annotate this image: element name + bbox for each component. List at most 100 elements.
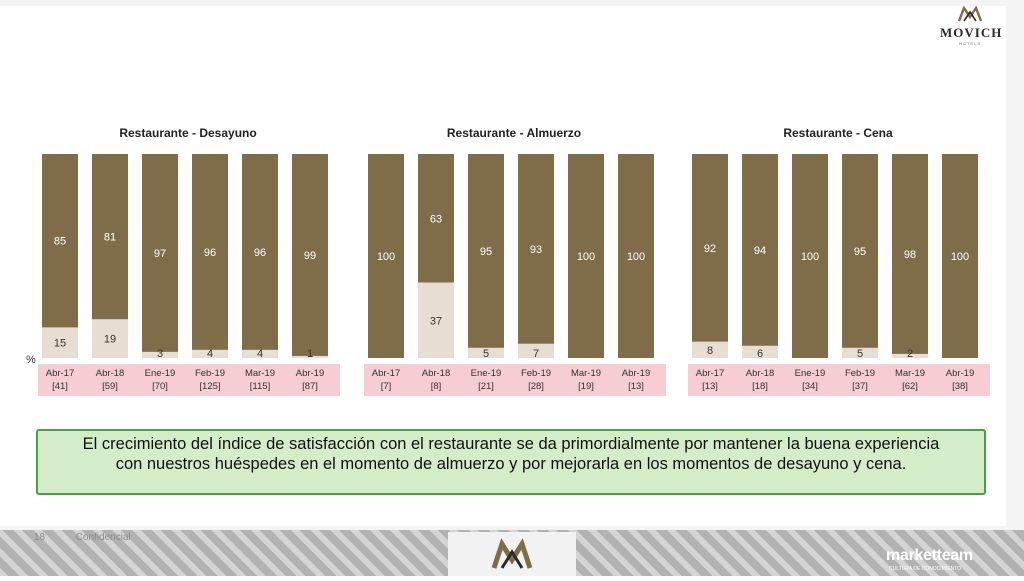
data-label-top: 95	[480, 246, 492, 258]
bar-segment-bottom	[842, 347, 878, 358]
data-label-top: 97	[154, 248, 166, 260]
bar-segment-top	[292, 154, 328, 356]
base-label: [13]	[628, 381, 644, 392]
data-label-top: 85	[54, 236, 66, 248]
chart-title: Restaurante - Cena	[783, 126, 893, 140]
label-band	[38, 364, 340, 396]
data-label-top: 81	[104, 232, 116, 244]
bar-segment-top	[618, 154, 654, 358]
bar-segment-top	[368, 154, 404, 358]
bar-segment-top	[242, 154, 278, 350]
bar-segment-bottom	[292, 355, 328, 358]
data-label-bottom: 7	[533, 348, 539, 360]
data-label-bottom: 6	[757, 348, 763, 360]
data-label-top: 95	[854, 246, 866, 258]
base-label: [8]	[431, 381, 442, 392]
category-label: Mar-19	[245, 368, 275, 379]
chart-desayuno: Restaurante - Desayuno 85 15 Abr-17 [41] 81 1…	[38, 120, 340, 410]
chart-title: Restaurante - Almuerzo	[446, 126, 582, 140]
chart-desayuno-svg: 85 15 Abr-17 [41] 81 19 Abr-18 [59] 97 3 Ene-19 [70…	[38, 154, 340, 396]
footer-logo	[448, 532, 576, 576]
bar-segment-bottom	[192, 349, 228, 358]
bar-segment-bottom	[892, 353, 928, 358]
base-label: [62]	[902, 381, 918, 392]
category-label: Abr-17	[372, 368, 401, 379]
bar-segment-top	[942, 154, 978, 358]
category-label: Abr-19	[622, 368, 651, 379]
category-label: Abr-19	[946, 368, 975, 379]
category-label: Feb-19	[845, 368, 875, 379]
data-label-bottom: 5	[483, 348, 489, 360]
category-label: Feb-19	[195, 368, 225, 379]
page-number: 18	[34, 532, 46, 543]
category-label: Abr-19	[296, 368, 325, 379]
bar-segment-top	[468, 154, 504, 348]
category-label: Ene-19	[471, 368, 502, 379]
data-label-bottom: 37	[430, 315, 442, 327]
category-label: Abr-18	[746, 368, 775, 379]
percent-symbol: %	[26, 354, 36, 366]
data-label-top: 96	[254, 247, 266, 259]
category-label: Ene-19	[795, 368, 826, 379]
bar-segment-bottom	[692, 341, 728, 358]
base-label: [38]	[952, 381, 968, 392]
bar-segment-top	[842, 154, 878, 348]
category-label: Mar-19	[571, 368, 601, 379]
brand-name: MOVICH	[940, 25, 1003, 40]
movich-m-icon	[491, 538, 533, 569]
chart-cena-svg: 92 8 Abr-17 [13] 94 6 Abr-18 [18] 100 Ene-19 [34] 9…	[688, 154, 990, 396]
chart-cena: Restaurante - Cena 92 8 Abr-17 [13] 94 6 Abr-1…	[688, 120, 990, 410]
marketteam-logo: marketteam	[886, 547, 973, 564]
base-label: [41]	[52, 381, 68, 392]
bar-segment-top	[192, 154, 228, 350]
base-label: [37]	[852, 381, 868, 392]
data-label-top: 98	[904, 249, 916, 261]
movich-m-icon	[957, 5, 983, 22]
base-label: [34]	[802, 381, 818, 392]
data-label-bottom: 4	[257, 348, 263, 360]
category-label: Abr-18	[422, 368, 451, 379]
category-label: Mar-19	[895, 368, 925, 379]
data-label-top: 100	[377, 251, 395, 263]
data-label-top: 100	[627, 251, 645, 263]
data-label-top: 94	[754, 245, 766, 257]
category-label: Abr-17	[696, 368, 725, 379]
data-label-bottom: 3	[157, 348, 163, 360]
base-label: [115]	[250, 381, 270, 392]
bar-segment-top	[518, 154, 554, 344]
marketteam-sub: CULTURA DE CONOCIMIENTO	[889, 566, 962, 572]
bar-segment-bottom	[742, 345, 778, 358]
bar-segment-bottom	[418, 282, 454, 358]
data-label-bottom: 8	[707, 345, 713, 357]
base-label: [125]	[199, 381, 220, 392]
base-label: [13]	[702, 381, 718, 392]
base-label: [59]	[102, 381, 118, 392]
chart-title: Restaurante - Desayuno	[119, 126, 257, 140]
data-label-bottom: 19	[104, 334, 116, 346]
label-band	[364, 364, 666, 396]
bar-segment-bottom	[142, 351, 178, 358]
data-label-top: 93	[530, 244, 542, 256]
data-label-bottom: 15	[54, 338, 66, 350]
base-label: [21]	[478, 381, 494, 392]
category-label: Abr-17	[46, 368, 75, 379]
chart-almuerzo: Restaurante - Almuerzo 100 Abr-17 [7] 63 37 A…	[364, 120, 666, 410]
category-label: Feb-19	[521, 368, 551, 379]
confidential-label: Confidencial	[75, 532, 131, 543]
data-label-bottom: 1	[307, 348, 313, 360]
data-label-top: 100	[577, 251, 595, 263]
bar-segment-bottom	[468, 347, 504, 358]
bar-segment-top	[418, 154, 454, 283]
data-label-bottom: 5	[857, 348, 863, 360]
data-label-bottom: 4	[207, 348, 213, 360]
bar-segment-bottom	[42, 327, 78, 358]
bar-segment-top	[742, 154, 778, 346]
data-label-top: 92	[704, 243, 716, 255]
data-label-top: 100	[951, 251, 969, 263]
bar-segment-top	[892, 154, 928, 354]
data-label-top: 100	[801, 251, 819, 263]
data-label-bottom: 2	[907, 348, 913, 360]
base-label: [87]	[302, 381, 318, 392]
data-label-top: 63	[430, 213, 442, 225]
label-band	[688, 364, 990, 396]
